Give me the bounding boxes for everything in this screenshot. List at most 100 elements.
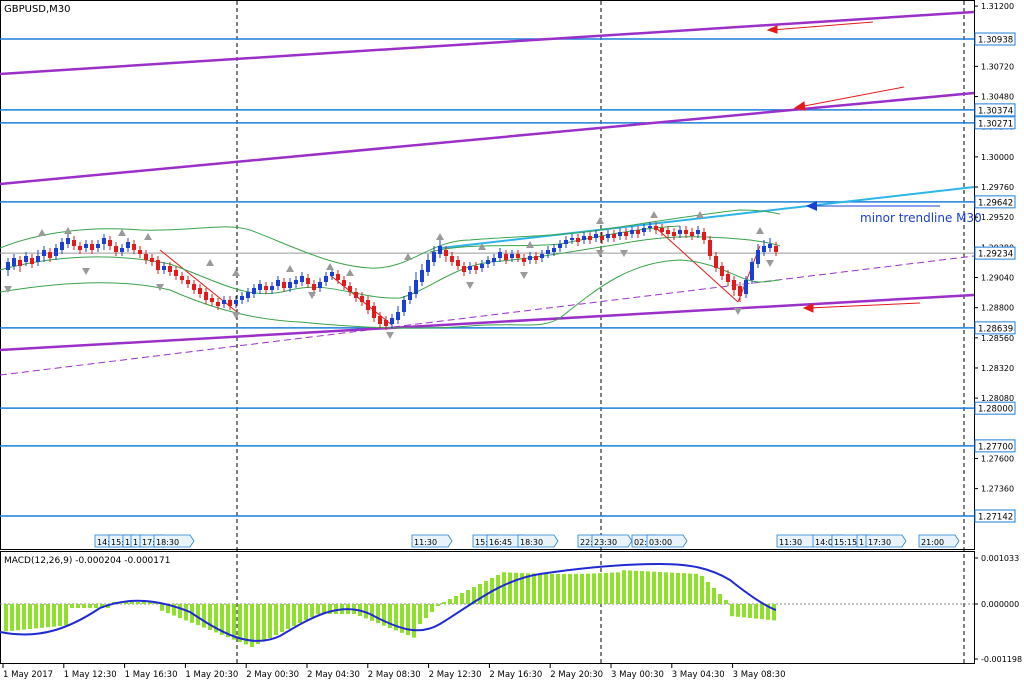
macd-bar bbox=[682, 573, 686, 604]
candle bbox=[540, 250, 544, 262]
price-level-tag-label: 1.27700 bbox=[978, 442, 1013, 452]
macd-bar bbox=[754, 604, 758, 619]
macd-bar bbox=[640, 571, 644, 604]
candle bbox=[288, 278, 292, 292]
macd-bar bbox=[88, 604, 92, 608]
trend-lines[interactable] bbox=[0, 10, 975, 376]
horizontal-levels[interactable] bbox=[0, 38, 974, 517]
macd-bar bbox=[226, 604, 230, 638]
macd-bar bbox=[538, 573, 542, 604]
price-level-tag-label: 1.30374 bbox=[978, 106, 1013, 116]
candle bbox=[618, 228, 622, 240]
candle bbox=[768, 238, 772, 252]
candle bbox=[300, 272, 304, 286]
price-tick-label: 1.27600 bbox=[981, 454, 1014, 463]
candle bbox=[354, 288, 358, 302]
time-tag-label: 18:30 bbox=[156, 538, 179, 547]
candle bbox=[672, 228, 676, 240]
macd-bar bbox=[412, 604, 416, 638]
candle bbox=[552, 244, 556, 256]
candle bbox=[666, 226, 670, 238]
trendline-label: minor trendline M30 bbox=[860, 211, 982, 225]
time-axis-label: 3 May 04:30 bbox=[672, 670, 725, 680]
candle bbox=[558, 240, 562, 252]
time-tag-label: 23:30 bbox=[594, 538, 617, 547]
time-tags: 14: 15: 1 1 17: 18:30 11:30 15: 16:45 18:30 22: 23:… bbox=[94, 534, 960, 548]
macd-bar bbox=[520, 573, 524, 604]
macd-bar bbox=[100, 604, 104, 608]
candle bbox=[528, 252, 532, 264]
macd-bar bbox=[298, 604, 302, 623]
macd-bar bbox=[472, 587, 476, 604]
candle bbox=[690, 228, 694, 240]
macd-bar bbox=[10, 604, 14, 631]
price-tick-label: 1.29520 bbox=[981, 213, 1014, 222]
minor-trendline-m30 bbox=[440, 186, 975, 249]
macd-bar bbox=[268, 604, 272, 638]
candle bbox=[216, 298, 220, 310]
time-tag-label: 15:15 bbox=[834, 538, 857, 547]
candle bbox=[630, 226, 634, 238]
macd-bar bbox=[388, 604, 392, 628]
fractal-up-icon bbox=[596, 217, 604, 224]
fractal-up-icon bbox=[478, 243, 486, 250]
fractal-up-icon bbox=[64, 227, 72, 234]
candle bbox=[546, 246, 550, 258]
macd-bar bbox=[382, 604, 386, 626]
price-level-tag-label: 1.30271 bbox=[978, 119, 1013, 129]
macd-bar bbox=[94, 604, 98, 608]
candle bbox=[720, 262, 724, 280]
macd-bar bbox=[718, 594, 722, 604]
time-tag: 18:30 bbox=[517, 534, 559, 548]
candle bbox=[642, 224, 646, 236]
fractal-down-icon bbox=[156, 284, 164, 291]
candle bbox=[714, 252, 718, 272]
candle bbox=[252, 284, 256, 298]
candle bbox=[54, 244, 58, 260]
candle bbox=[378, 312, 382, 328]
symbol-label: GBPUSD,M30 bbox=[4, 4, 71, 15]
macd-bar bbox=[706, 582, 710, 604]
candle bbox=[756, 244, 760, 268]
fractal-down-icon bbox=[466, 282, 474, 289]
fractal-up-icon bbox=[286, 265, 294, 272]
price-tick-label: 1.30000 bbox=[981, 153, 1014, 162]
macd-bar bbox=[628, 570, 632, 604]
candle bbox=[186, 276, 190, 288]
time-axis-label: 1 May 2017 bbox=[3, 670, 53, 680]
price-level-tag-label: 1.29234 bbox=[978, 250, 1013, 260]
candle bbox=[36, 250, 40, 266]
candle bbox=[96, 240, 100, 252]
candle bbox=[738, 282, 742, 302]
candle bbox=[522, 254, 526, 266]
macd-bar bbox=[598, 573, 602, 604]
macd-bar bbox=[760, 604, 764, 620]
macd-bar bbox=[532, 573, 536, 604]
macd-signal-line bbox=[0, 562, 777, 642]
time-tag: 03:00 bbox=[646, 534, 688, 548]
macd-bar bbox=[460, 593, 464, 604]
macd-bar bbox=[178, 604, 182, 618]
macd-bar bbox=[40, 604, 44, 628]
price-tick-label: 1.28560 bbox=[981, 334, 1014, 343]
macd-bar bbox=[544, 573, 548, 604]
time-tag-label: 15: bbox=[475, 538, 488, 547]
candlesticks bbox=[6, 222, 778, 330]
candle bbox=[276, 276, 280, 290]
candle bbox=[348, 282, 352, 296]
time-tag-label: 21:00 bbox=[921, 538, 944, 547]
price-level-tag: 1.29642 bbox=[974, 195, 1016, 209]
macd-bar bbox=[70, 604, 74, 608]
price-level-tag-label: 1.27142 bbox=[978, 513, 1013, 523]
band-upper bbox=[0, 209, 781, 269]
candle bbox=[594, 230, 598, 242]
macd-bar bbox=[592, 573, 596, 604]
candle bbox=[78, 242, 82, 254]
macd-bar bbox=[34, 604, 38, 629]
macd-bar bbox=[322, 604, 326, 614]
price-tick-label: 1.28320 bbox=[981, 364, 1014, 373]
macd-bar bbox=[262, 604, 266, 641]
macd-bar bbox=[700, 576, 704, 604]
macd-bar bbox=[76, 604, 80, 608]
